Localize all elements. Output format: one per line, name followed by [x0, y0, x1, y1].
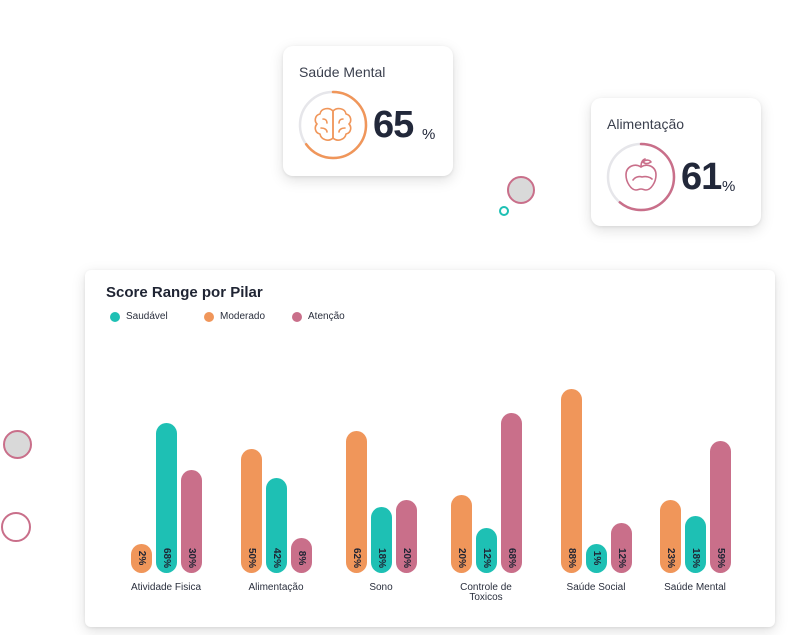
category-label: Sono — [369, 582, 393, 593]
category-label: Saúde Social — [567, 582, 626, 593]
data-label: 59% — [715, 548, 726, 568]
legend-item-atencao: Atenção — [292, 311, 345, 322]
legend-item-moderado: Moderado — [204, 311, 265, 322]
bar-saudavel — [476, 528, 497, 573]
legend-label: Atenção — [308, 311, 345, 322]
stat-unit: % — [422, 126, 436, 143]
data-label: 18% — [690, 548, 701, 568]
bar-saudavel — [156, 423, 177, 573]
chart-card: Score Range por Pilar Saudável Moderado … — [85, 270, 775, 627]
data-label: 30% — [186, 548, 197, 568]
stat-value: 61 — [681, 156, 722, 198]
bar-moderado — [561, 389, 582, 573]
category-label: Alimentação — [248, 582, 303, 593]
data-label: 68% — [506, 548, 517, 568]
stat-card-saude-mental: Saúde Mental 65 % — [283, 46, 453, 176]
data-label: 2% — [136, 551, 147, 566]
progress-ring — [298, 90, 368, 160]
brain-icon — [314, 107, 352, 141]
bar-atencao — [396, 500, 417, 573]
stat-card-title: Alimentação — [607, 116, 685, 132]
data-label: 1% — [591, 551, 602, 566]
bar-atencao — [181, 470, 202, 573]
data-label: 12% — [481, 548, 492, 568]
data-label: 20% — [401, 548, 412, 568]
bar-saudavel — [371, 507, 392, 573]
decorative-dot — [499, 206, 509, 216]
decorative-circle — [1, 512, 31, 542]
stat-card-title: Saúde Mental — [299, 64, 386, 80]
bar-saudavel — [266, 478, 287, 573]
data-label: 68% — [161, 548, 172, 568]
data-label: 8% — [296, 551, 307, 566]
category-label: Atividade Fisica — [131, 582, 201, 593]
category-label: Toxicos — [469, 592, 502, 603]
bar-atencao — [611, 523, 632, 573]
bar-moderado — [241, 449, 262, 573]
chart-title: Score Range por Pilar — [106, 284, 263, 301]
data-label: 88% — [566, 548, 577, 568]
data-label: 42% — [271, 548, 282, 568]
bar-atencao — [710, 441, 731, 573]
bar-moderado — [451, 495, 472, 573]
bar-moderado — [131, 544, 152, 573]
data-label: 20% — [456, 548, 467, 568]
bar-saudavel — [586, 544, 607, 573]
decorative-circle — [3, 430, 32, 459]
category-label: Controle de — [460, 582, 512, 593]
decorative-circle — [507, 176, 535, 204]
bar-atencao — [291, 538, 312, 573]
stat-unit: % — [722, 178, 736, 195]
legend-label: Saudável — [126, 311, 168, 322]
stat-value: 65 — [373, 104, 414, 146]
bar-moderado — [660, 500, 681, 573]
stat-card-alimentacao: Alimentação 61 % — [591, 98, 761, 226]
progress-ring — [606, 142, 676, 212]
legend-item-saudavel: Saudável — [110, 311, 168, 322]
legend-dot — [110, 311, 120, 322]
data-label: 62% — [351, 548, 362, 568]
data-label: 18% — [376, 548, 387, 568]
data-label: 23% — [665, 548, 676, 568]
legend-dot — [292, 311, 302, 322]
apple-icon — [625, 158, 657, 191]
legend-label: Moderado — [220, 311, 266, 322]
bar-chart: 2% 68% 30% Atividade Fisica 50% 42% 8% Alimenta… — [131, 389, 731, 603]
data-label: 12% — [616, 548, 627, 568]
data-label: 50% — [246, 548, 257, 568]
legend-dot — [204, 311, 214, 322]
bar-moderado — [346, 431, 367, 573]
category-label: Saúde Mental — [664, 582, 726, 593]
bar-saudavel — [685, 516, 706, 573]
bar-atencao — [501, 413, 522, 573]
